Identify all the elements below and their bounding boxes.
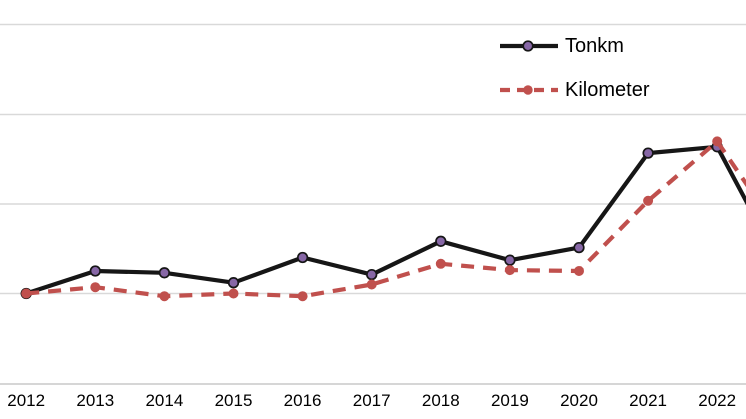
- series-line-kilometer: [26, 139, 746, 299]
- series-line-tonkm: [25, 144, 746, 296]
- data-point-kilometer-2017: [366, 279, 377, 290]
- data-point-tonkm-2018: [435, 235, 447, 247]
- data-point-kilometer-2015: [228, 288, 239, 299]
- data-point-kilometer-2016: [297, 291, 308, 302]
- legend: Tonkm Kilometer: [498, 24, 649, 112]
- data-point-tonkm-2013: [89, 265, 101, 277]
- data-point-tonkm-2019: [504, 254, 516, 266]
- legend-label-kilometer: Kilometer: [565, 79, 650, 101]
- data-point-tonkm-2021: [642, 147, 654, 159]
- data-point-tonkm-2014: [158, 267, 171, 279]
- data-point-kilometer-2012: [21, 288, 32, 299]
- data-point-kilometer-2014: [159, 291, 170, 302]
- legend-item-tonkm: Tonkm: [498, 24, 649, 68]
- data-point-kilometer-2019: [504, 265, 515, 276]
- legend-item-kilometer: Kilometer: [498, 68, 649, 112]
- data-point-kilometer-2013: [90, 282, 101, 293]
- data-point-tonkm-2016: [296, 251, 309, 264]
- legend-label-tonkm: Tonkm: [565, 35, 624, 57]
- data-point-tonkm-2020: [573, 241, 585, 254]
- data-point-kilometer-2022: [712, 136, 723, 147]
- data-point-tonkm-2017: [366, 268, 378, 281]
- data-point-kilometer-2020: [574, 265, 585, 276]
- data-point-kilometer-2018: [435, 258, 446, 269]
- tonkm-line-marker-icon: [500, 40, 558, 52]
- data-point-tonkm-2015: [227, 277, 240, 289]
- data-point-kilometer-2021: [643, 195, 654, 206]
- kilometer-dashed-line-marker-icon: [500, 85, 558, 95]
